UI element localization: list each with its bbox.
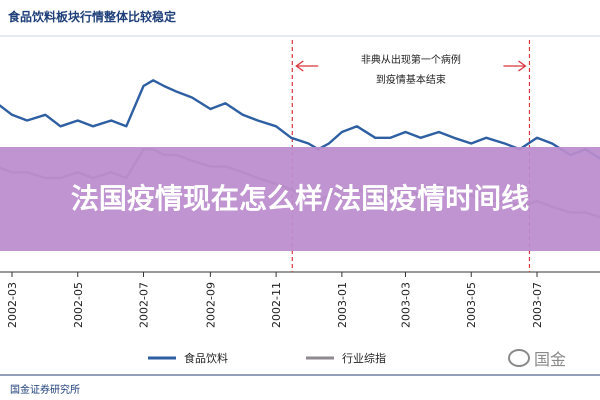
annotation-text-line2: 到疫情基本结束 — [376, 73, 446, 86]
headline-banner: 法国疫情现在怎么样/法国疫情时间线 — [0, 147, 600, 251]
headline-text: 法国疫情现在怎么样/法国疫情时间线 — [70, 182, 530, 215]
legend: 食品饮料 行业综指 — [148, 351, 386, 365]
x-tick-label: 2003-03 — [399, 282, 412, 328]
annotation-left-arrowhead — [295, 60, 304, 72]
annotation-right-arrowhead — [518, 60, 527, 72]
x-tick-label: 2002-07 — [138, 282, 151, 328]
watermark: 国金 — [508, 346, 600, 370]
chat-bubble-icon — [508, 349, 530, 367]
x-tick-label: 2003-01 — [336, 282, 349, 328]
x-ticks: 2002-03 2002-05 2002-07 2002-09 2002-11 2003-… — [6, 272, 600, 328]
chart-title: 食品饮料板块行情整体比较稳定 — [8, 10, 177, 24]
x-tick-label: 2002-09 — [204, 282, 217, 328]
x-tick-label: 2003-05 — [465, 282, 478, 328]
legend-label-food: 食品饮料 — [184, 351, 228, 365]
x-tick-label: 2003-07 — [531, 282, 544, 328]
annotation-text-line1: 非典从出现第一个病例 — [361, 53, 461, 66]
x-tick-label: 2002-03 — [6, 282, 19, 328]
legend-label-industry: 行业综指 — [342, 351, 386, 365]
x-tick-label: 2003-09 — [598, 282, 600, 328]
x-tick-label: 2002-05 — [72, 282, 85, 328]
x-tick-label: 2002-11 — [270, 282, 283, 328]
source-note: 国金证券研究所 — [10, 385, 80, 396]
watermark-text: 国金 — [534, 350, 567, 369]
